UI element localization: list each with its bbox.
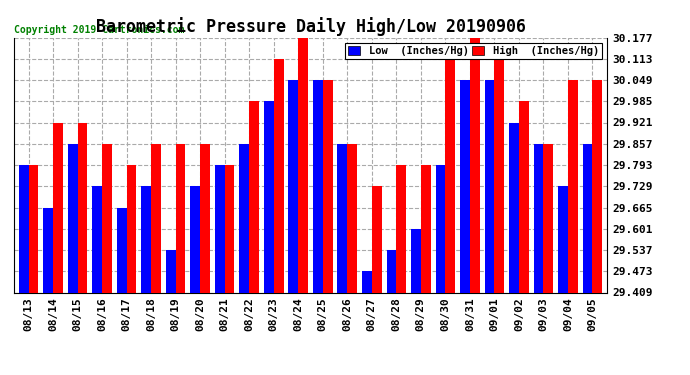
Bar [53, 123, 63, 292]
Bar [43, 207, 53, 292]
Legend: Low  (Inches/Hg), High  (Inches/Hg): Low (Inches/Hg), High (Inches/Hg) [345, 43, 602, 59]
Title: Barometric Pressure Daily High/Low 20190906: Barometric Pressure Daily High/Low 20190… [95, 17, 526, 36]
Bar [200, 144, 210, 292]
Bar [411, 229, 421, 292]
Bar [509, 123, 519, 292]
Bar [396, 165, 406, 292]
Bar [533, 144, 544, 292]
Bar [126, 165, 137, 292]
Bar [225, 165, 235, 292]
Bar [215, 165, 225, 292]
Bar [372, 186, 382, 292]
Bar [337, 144, 347, 292]
Bar [28, 165, 39, 292]
Bar [239, 144, 249, 292]
Bar [313, 80, 323, 292]
Bar [68, 144, 77, 292]
Bar [484, 80, 495, 292]
Bar [495, 59, 504, 292]
Bar [117, 207, 126, 292]
Bar [92, 186, 102, 292]
Bar [249, 101, 259, 292]
Bar [421, 165, 431, 292]
Bar [19, 165, 28, 292]
Bar [102, 144, 112, 292]
Bar [151, 144, 161, 292]
Bar [347, 144, 357, 292]
Bar [264, 101, 274, 292]
Bar [568, 80, 578, 292]
Bar [544, 144, 553, 292]
Bar [288, 80, 298, 292]
Bar [386, 250, 396, 292]
Bar [141, 186, 151, 292]
Bar [558, 186, 568, 292]
Bar [323, 80, 333, 292]
Bar [519, 101, 529, 292]
Bar [298, 38, 308, 292]
Bar [166, 250, 176, 292]
Bar [593, 80, 602, 292]
Bar [77, 123, 88, 292]
Bar [362, 271, 372, 292]
Bar [460, 80, 470, 292]
Bar [176, 144, 186, 292]
Bar [435, 165, 445, 292]
Bar [582, 144, 593, 292]
Bar [445, 59, 455, 292]
Bar [274, 59, 284, 292]
Text: Copyright 2019 Cartronics.com: Copyright 2019 Cartronics.com [14, 25, 184, 35]
Bar [190, 186, 200, 292]
Bar [470, 38, 480, 292]
